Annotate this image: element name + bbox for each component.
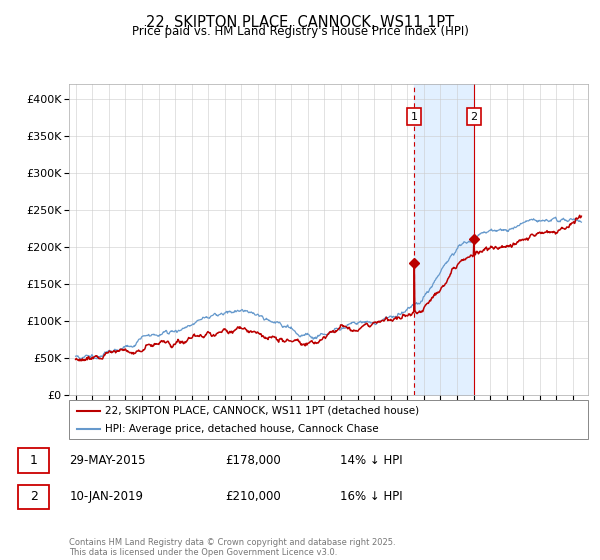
Bar — [18, 449, 49, 473]
Text: Contains HM Land Registry data © Crown copyright and database right 2025.
This d: Contains HM Land Registry data © Crown c… — [69, 538, 395, 557]
Text: 14% ↓ HPI: 14% ↓ HPI — [340, 454, 403, 467]
Text: 16% ↓ HPI: 16% ↓ HPI — [340, 491, 403, 503]
Text: £210,000: £210,000 — [225, 491, 281, 503]
Text: £178,000: £178,000 — [225, 454, 281, 467]
Text: 2: 2 — [29, 491, 38, 503]
Text: 2: 2 — [470, 111, 478, 122]
Text: 29-MAY-2015: 29-MAY-2015 — [70, 454, 146, 467]
Text: 1: 1 — [29, 454, 38, 467]
Text: HPI: Average price, detached house, Cannock Chase: HPI: Average price, detached house, Cann… — [106, 424, 379, 433]
Text: 22, SKIPTON PLACE, CANNOCK, WS11 1PT: 22, SKIPTON PLACE, CANNOCK, WS11 1PT — [146, 15, 454, 30]
Bar — [18, 485, 49, 509]
Text: 10-JAN-2019: 10-JAN-2019 — [70, 491, 143, 503]
Text: 22, SKIPTON PLACE, CANNOCK, WS11 1PT (detached house): 22, SKIPTON PLACE, CANNOCK, WS11 1PT (de… — [106, 405, 419, 416]
Text: Price paid vs. HM Land Registry's House Price Index (HPI): Price paid vs. HM Land Registry's House … — [131, 25, 469, 38]
Text: 1: 1 — [410, 111, 418, 122]
